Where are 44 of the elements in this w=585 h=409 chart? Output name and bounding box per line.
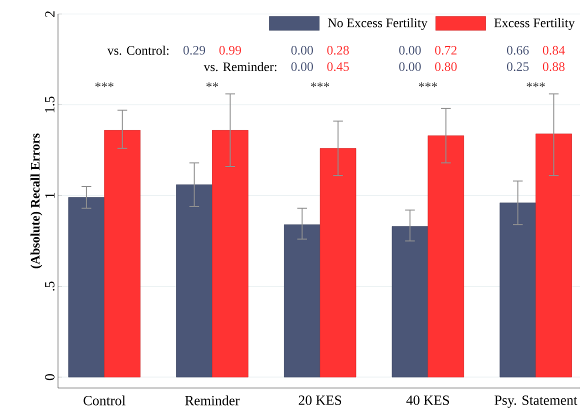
annotation: 0.00 (399, 62, 421, 72)
y-tick-label: 1 (45, 192, 54, 198)
annotation: ** (206, 82, 218, 88)
x-tick-label: 40 KES (406, 396, 449, 405)
annotation: *** (526, 82, 545, 88)
annotation: *** (418, 82, 438, 88)
annotation: vs. Control: (107, 46, 169, 55)
annotation: 0.72 (435, 46, 457, 55)
annotation: 0.45 (327, 62, 349, 72)
annotation: *** (310, 82, 330, 88)
bar (392, 226, 428, 378)
x-tick-label: Psy. Statement (494, 396, 578, 408)
x-tick-label: 20 KES (298, 396, 342, 405)
x-tick-label: Control (84, 396, 126, 406)
y-axis-title: (Absolute) Recall Errors (30, 133, 42, 268)
annotation: 0.28 (327, 46, 349, 55)
bar (176, 184, 212, 378)
bar (284, 224, 320, 378)
bar (536, 134, 572, 378)
annotation: 0.66 (507, 46, 529, 55)
annotation: vs. Reminder: (204, 62, 276, 72)
annotation: 0.25 (507, 62, 529, 72)
y-tick-label: 2 (45, 11, 54, 17)
legend-label: No Excess Fertility (328, 18, 428, 30)
bar (500, 202, 536, 378)
bar (68, 197, 105, 378)
bar (320, 148, 356, 378)
bar (212, 130, 248, 378)
y-tick-label: .5 (45, 282, 54, 291)
annotation: 0.80 (435, 62, 457, 72)
x-tick-label: Reminder (185, 396, 240, 406)
annotation: 0.00 (291, 62, 313, 72)
bar (428, 135, 464, 378)
annotation: 0.84 (542, 46, 565, 55)
y-tick-label: 1.5 (45, 96, 54, 112)
legend-label: Excess Fertility (494, 18, 575, 30)
bar (104, 130, 140, 378)
annotation: *** (95, 82, 114, 88)
annotation: 0.29 (183, 46, 206, 55)
annotation: 0.00 (399, 46, 421, 55)
annotation: 0.00 (291, 46, 313, 55)
annotation: 0.88 (542, 62, 565, 72)
annotation: 0.99 (219, 46, 241, 55)
y-tick-label: 0 (45, 374, 54, 380)
